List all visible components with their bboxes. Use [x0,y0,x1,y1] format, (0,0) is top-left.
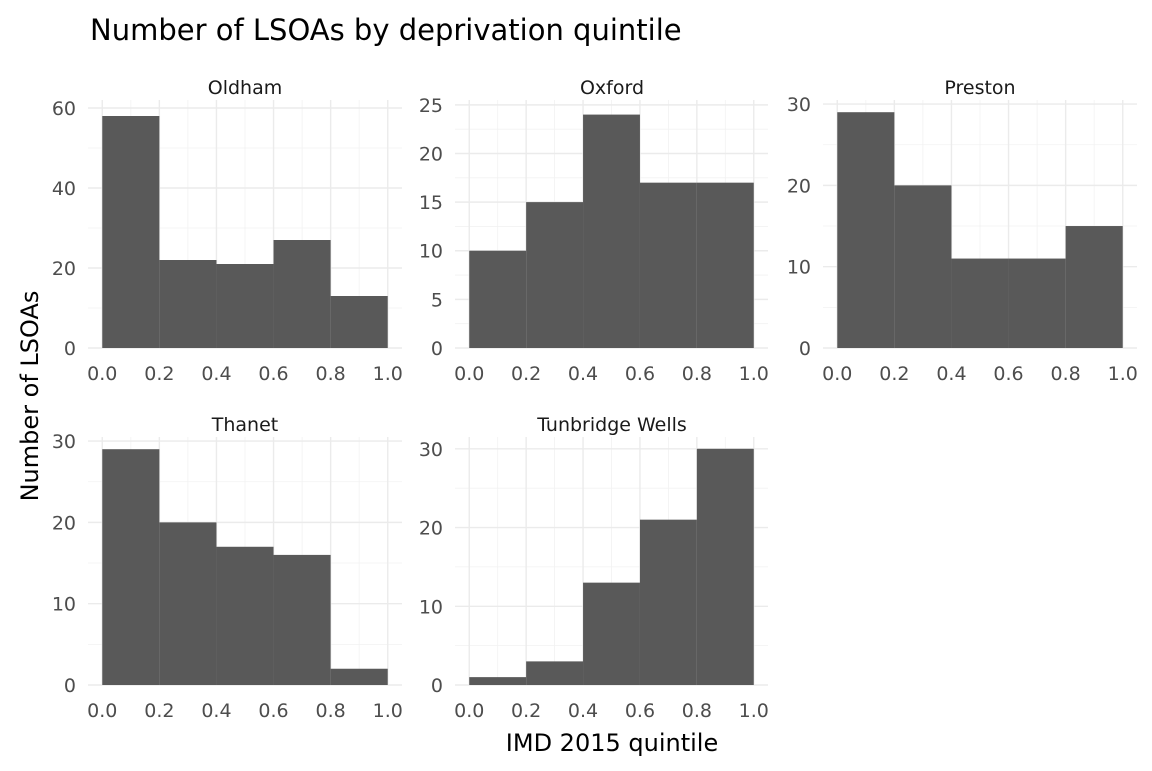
y-tick-label: 10 [419,241,443,263]
histogram-bar [1065,226,1123,348]
histogram-bar [469,677,527,685]
x-tick-label: 1.0 [739,700,769,722]
x-tick-label: 0.4 [201,700,231,722]
x-tick-label: 0.6 [625,700,655,722]
x-tick-label: 1.0 [373,363,403,385]
x-axis-title: IMD 2015 quintile [506,729,718,757]
y-tick-label: 20 [52,258,76,280]
histogram-bar [159,522,217,685]
histogram-bar [330,296,388,348]
x-tick-label: 0.0 [454,700,484,722]
y-tick-label: 30 [787,94,811,116]
y-tick-label: 20 [52,512,76,534]
x-tick-label: 0.0 [822,363,852,385]
histogram-bar [273,240,331,348]
facet-label: Tunbridge Wells [536,414,687,436]
x-tick-label: 0.4 [201,363,231,385]
x-tick-label: 1.0 [1108,363,1138,385]
histogram-bar [696,448,754,685]
facet-panel: 0.0 0.2 0.4 0.6 0.8 1.0 0 10 20 30 Tunbridge Wells [419,414,769,722]
y-tick-label: 25 [419,95,443,117]
histogram-bar [469,250,527,348]
histogram-bar [837,112,895,349]
histogram-bar [216,546,274,685]
x-tick-label: 1.0 [739,363,769,385]
x-tick-label: 0.8 [316,700,346,722]
y-tick-label: 10 [52,594,76,616]
facet-panel: 0.0 0.2 0.4 0.6 0.8 1.0 0 5 10 15 20 25 Oxford [419,77,769,385]
x-tick-label: 0.2 [144,363,174,385]
x-tick-label: 0.2 [511,700,541,722]
x-tick-label: 0.6 [258,363,288,385]
y-tick-label: 20 [787,175,811,197]
histogram-bar [526,661,584,685]
y-tick-label: 0 [431,675,443,697]
y-tick-label: 0 [431,338,443,360]
x-tick-label: 0.6 [993,363,1023,385]
facet-panel: 0.0 0.2 0.4 0.6 0.8 1.0 0 20 40 60 Oldham [52,77,403,385]
chart-title: Number of LSOAs by deprivation quintile [90,13,682,47]
x-tick-label: 0.6 [625,363,655,385]
x-tick-label: 0.4 [568,700,598,722]
x-tick-label: 0.2 [879,363,909,385]
y-tick-label: 30 [52,431,76,453]
histogram-bar [216,264,274,348]
x-tick-label: 1.0 [373,700,403,722]
x-tick-label: 0.2 [144,700,174,722]
histogram-bar [639,182,697,348]
histogram-bar [526,202,584,348]
facet-label: Thanet [211,414,278,436]
facet-label: Oldham [208,77,283,99]
y-tick-label: 0 [64,675,76,697]
histogram-bar [102,116,160,348]
histogram-bar [894,185,952,348]
x-tick-label: 0.2 [511,363,541,385]
histogram-bar [1008,258,1066,348]
x-tick-label: 0.8 [682,363,712,385]
x-tick-label: 0.0 [87,700,117,722]
histogram-bar [273,554,331,685]
histogram-bar [330,668,388,685]
y-tick-label: 10 [787,257,811,279]
histogram-bar [102,449,160,685]
y-tick-label: 10 [419,596,443,618]
histogram-bar [159,260,217,348]
histogram-bar [951,258,1009,348]
x-tick-label: 0.4 [936,363,966,385]
y-tick-label: 40 [52,178,76,200]
x-tick-label: 0.0 [454,363,484,385]
histogram-bar [696,182,754,348]
y-tick-label: 20 [419,518,443,540]
facet-panel: 0.0 0.2 0.4 0.6 0.8 1.0 0 10 20 30 Preston [787,77,1138,385]
x-tick-label: 0.0 [87,363,117,385]
facet-panel: 0.0 0.2 0.4 0.6 0.8 1.0 0 10 20 30 Thanet [52,414,403,722]
x-tick-label: 0.6 [258,700,288,722]
x-tick-label: 0.8 [682,700,712,722]
facet-label: Oxford [580,77,644,99]
x-tick-label: 0.8 [316,363,346,385]
y-tick-label: 30 [419,439,443,461]
y-tick-label: 15 [419,192,443,214]
histogram-bar [583,114,640,349]
y-tick-label: 5 [431,289,443,311]
y-tick-label: 20 [419,143,443,165]
y-tick-label: 60 [52,98,76,120]
histogram-bar [639,519,697,685]
x-tick-label: 0.4 [568,363,598,385]
histogram-bar [583,582,640,685]
facet-label: Preston [944,77,1015,99]
y-axis-title: Number of LSOAs [16,291,44,502]
y-tick-label: 0 [64,338,76,360]
facet-panels: 0.0 0.2 0.4 0.6 0.8 1.0 0 20 40 60 Oldham 0.0 0.2 0.4… [52,77,1138,722]
x-tick-label: 0.8 [1051,363,1081,385]
y-tick-label: 0 [799,338,811,360]
